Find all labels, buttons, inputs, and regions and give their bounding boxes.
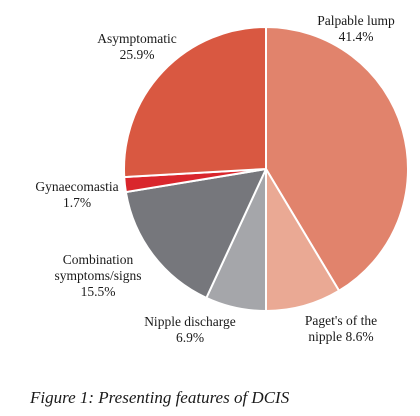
slice-value-0: 41.4% xyxy=(339,29,374,44)
pie-slice-3 xyxy=(124,168,267,299)
pie-slice-5 xyxy=(123,26,267,179)
slice-label-line-5-0: Asymptomatic xyxy=(97,31,177,46)
slice-label-line-3-0: Combination xyxy=(63,252,134,267)
slice-value-4: 1.7% xyxy=(63,195,91,210)
figure-caption: Figure 1: Presenting features of DCIS xyxy=(30,388,290,407)
slice-label-line-3-1: symptoms/signs xyxy=(54,268,141,283)
slice-label-line-1-0: Paget's of the xyxy=(305,313,377,328)
slice-label-line-4-0: Gynaecomastia xyxy=(35,179,118,194)
slice-label-line-0-0: Palpable lump xyxy=(317,13,395,28)
pie-slice-0 xyxy=(265,26,410,292)
slice-label-line-2-0: Nipple discharge xyxy=(144,314,236,329)
slice-label-line-1-1: nipple 8.6% xyxy=(308,329,373,344)
slice-value-5: 25.9% xyxy=(120,47,155,62)
slice-value-2: 6.9% xyxy=(176,330,204,345)
slice-value-3: 15.5% xyxy=(81,284,116,299)
